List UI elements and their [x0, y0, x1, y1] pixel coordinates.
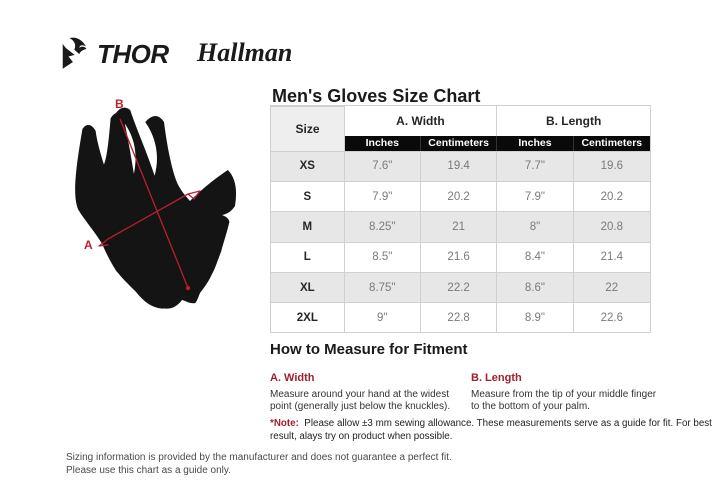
- svg-text:B: B: [115, 97, 124, 111]
- svg-text:A: A: [84, 238, 93, 252]
